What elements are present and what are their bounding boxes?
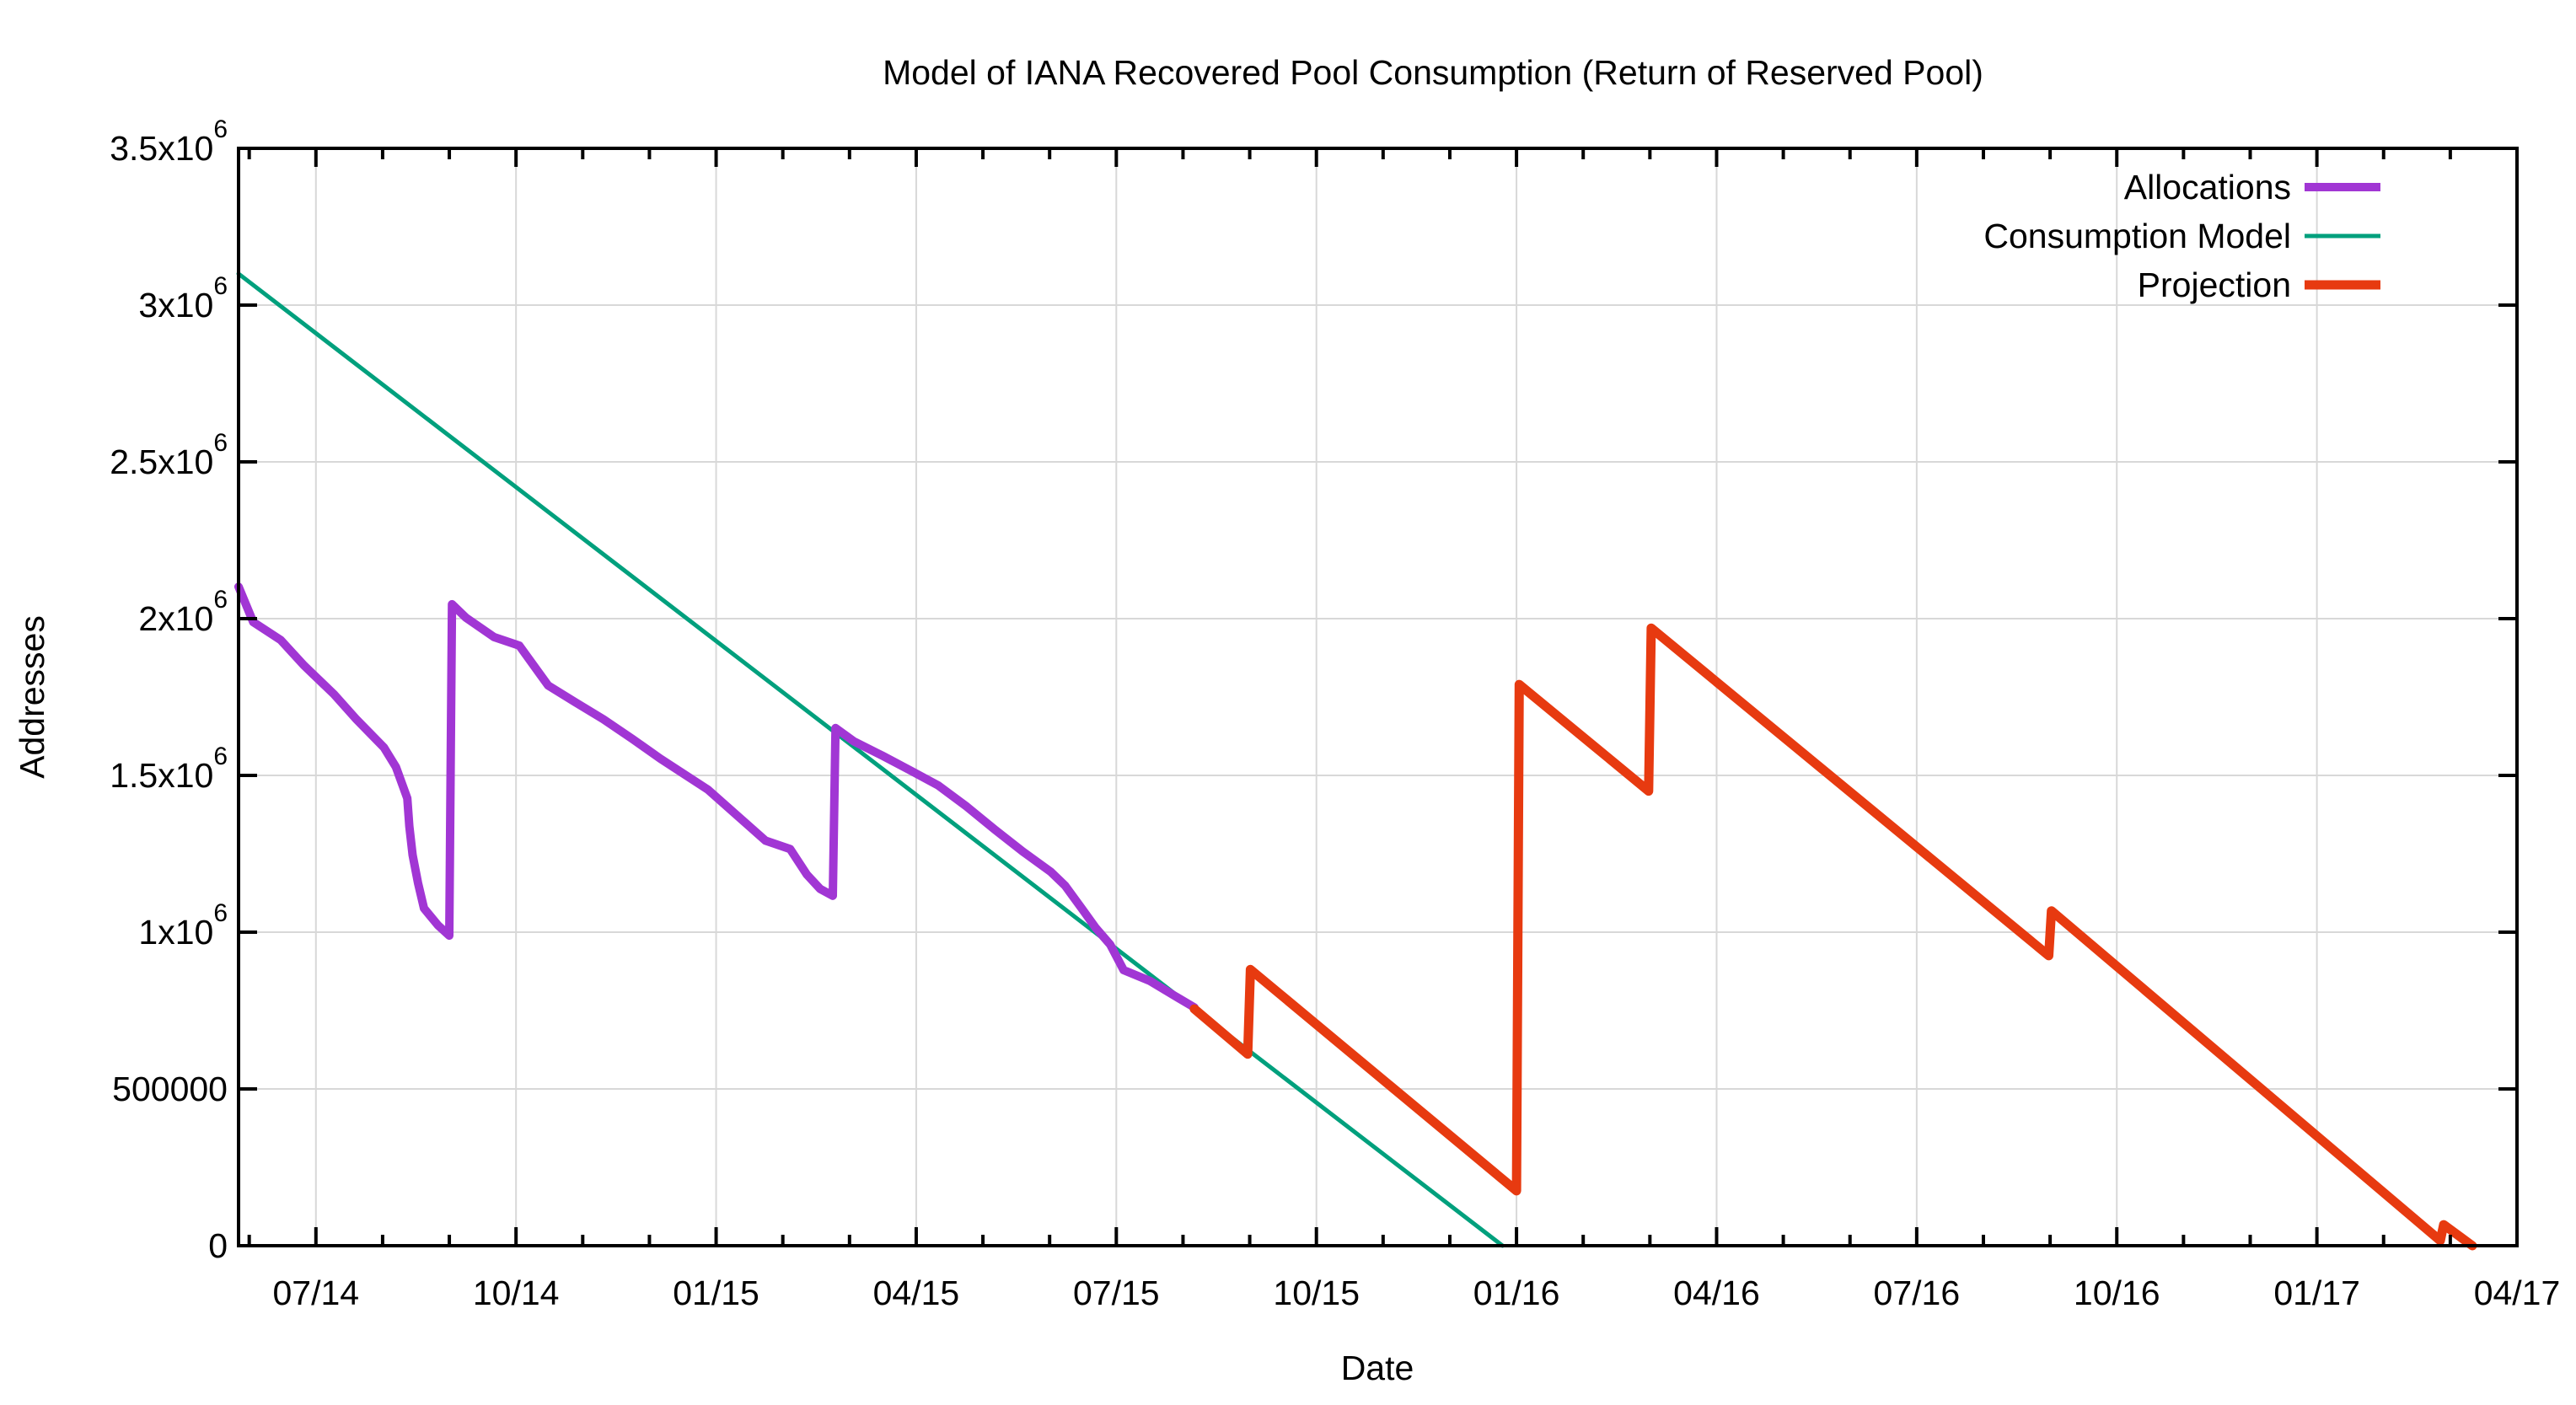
- y-tick-label: 2x106: [138, 586, 228, 638]
- y-tick-label: 500000: [112, 1070, 228, 1108]
- x-tick-label: 01/15: [673, 1274, 759, 1312]
- legend-item-consumption-model: Consumption Model: [1983, 217, 2380, 255]
- y-tick-label: 3x106: [138, 272, 228, 324]
- allocations-series-line: [234, 582, 1199, 1012]
- x-tick-label: 10/16: [2074, 1274, 2160, 1312]
- y-tick-label: 1x106: [138, 899, 228, 952]
- x-tick-label: 04/17: [2474, 1274, 2561, 1312]
- x-tick-label: 07/16: [1874, 1274, 1961, 1312]
- chart-title: Model of IANA Recovered Pool Consumption…: [883, 53, 1983, 92]
- legend-item-allocations: Allocations: [2124, 168, 2380, 206]
- legend-label: Projection: [2138, 265, 2291, 304]
- tick-labels: 07/14 10/14 01/15 04/15 07/15 10/15 01/16 04/16…: [110, 115, 2560, 1312]
- x-tick-label: 01/16: [1473, 1274, 1560, 1312]
- y-axis-title: Addresses: [13, 615, 51, 779]
- legend-label: Consumption Model: [1983, 217, 2291, 255]
- y-tick-label: 3.5x106: [110, 115, 228, 168]
- legend: Allocations Consumption Model Projection: [1983, 168, 2380, 304]
- consumption-model-series-line: [236, 271, 1505, 1248]
- projection-series-line: [1189, 623, 2477, 1251]
- x-tick-label: 04/15: [873, 1274, 960, 1312]
- x-tick-label: 01/17: [2273, 1274, 2360, 1312]
- legend-label: Allocations: [2124, 168, 2291, 206]
- x-tick-label: 07/14: [272, 1274, 359, 1312]
- x-axis-title: Date: [1341, 1349, 1414, 1387]
- x-tick-label: 10/14: [473, 1274, 560, 1312]
- plot-border: [237, 147, 2519, 1247]
- x-tick-label: 07/15: [1073, 1274, 1160, 1312]
- y-tick-label: 2.5x106: [110, 429, 228, 481]
- y-tick-label: 0: [208, 1226, 228, 1265]
- legend-item-projection: Projection: [2138, 265, 2380, 304]
- x-tick-label: 10/15: [1273, 1274, 1360, 1312]
- gridlines: [239, 148, 2517, 1246]
- axes: [237, 147, 2519, 1247]
- y-tick-label: 1.5x106: [110, 743, 228, 795]
- x-tick-label: 04/16: [1673, 1274, 1760, 1312]
- series-lines: [234, 271, 2477, 1251]
